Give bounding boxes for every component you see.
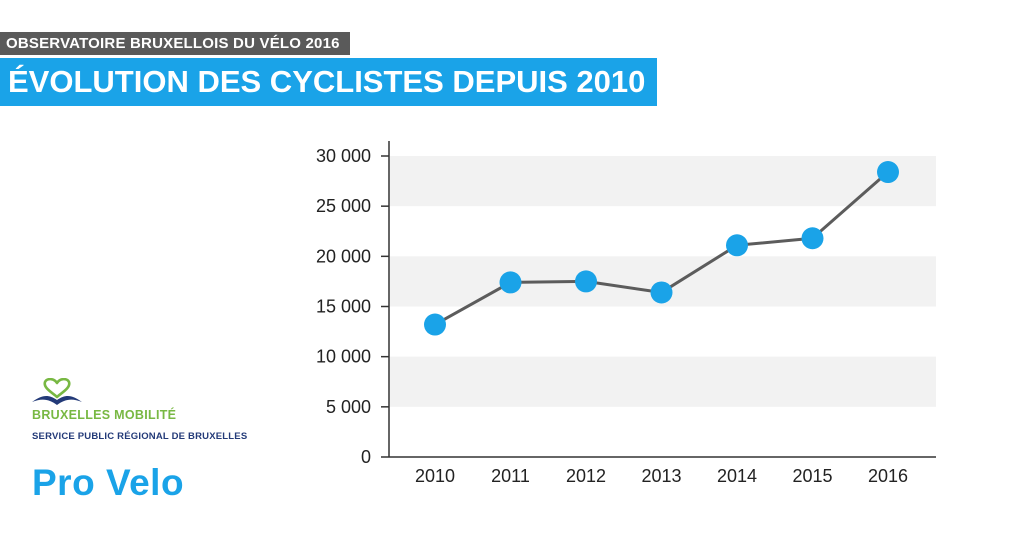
- data-point: [424, 313, 446, 336]
- data-point: [726, 234, 748, 257]
- heart-logo-icon: [32, 378, 82, 405]
- data-point: [575, 270, 597, 293]
- grid-band: [390, 156, 936, 207]
- y-axis-ticks: 0 5 000 10 000 15 000 20 000 25 000 30 000: [316, 146, 389, 467]
- x-tick-label: 2010: [415, 466, 455, 486]
- chart-title-banner: ÉVOLUTION DES CYCLISTES DEPUIS 2010: [0, 58, 658, 106]
- x-tick-label: 2013: [641, 466, 681, 486]
- x-tick-label: 2016: [868, 466, 908, 486]
- data-point: [650, 281, 673, 304]
- bruxelles-mobilite-subtitle: SERVICE PUBLIC RÉGIONAL DE BRUXELLES: [32, 431, 248, 442]
- x-axis-ticks: 2010 2011 2012 2013 2014 2015 2016: [415, 466, 908, 486]
- chart-axes: [388, 141, 936, 458]
- y-tick-label: 5 000: [326, 397, 371, 417]
- x-tick-label: 2011: [491, 466, 530, 486]
- x-tick-label: 2015: [792, 466, 832, 486]
- subtitle-banner: OBSERVATOIRE BRUXELLOIS DU VÉLO 2016: [0, 32, 350, 55]
- x-tick-label: 2012: [566, 466, 606, 486]
- bruxelles-mobilite-name: BRUXELLES MOBILITÉ: [32, 408, 177, 422]
- y-tick-label: 10 000: [316, 347, 371, 367]
- data-series: [424, 161, 899, 336]
- data-point: [877, 161, 899, 184]
- background-bands: [390, 156, 936, 407]
- y-tick-label: 30 000: [316, 146, 371, 166]
- y-tick-label: 15 000: [316, 297, 371, 317]
- x-tick-label: 2014: [717, 466, 757, 486]
- y-tick-label: 0: [361, 447, 371, 467]
- pro-velo-logo: Pro Velo: [32, 462, 185, 503]
- grid-band: [390, 356, 936, 407]
- data-point: [801, 227, 824, 250]
- y-tick-label: 20 000: [316, 246, 371, 266]
- y-tick-label: 25 000: [316, 196, 371, 216]
- data-point: [499, 271, 522, 294]
